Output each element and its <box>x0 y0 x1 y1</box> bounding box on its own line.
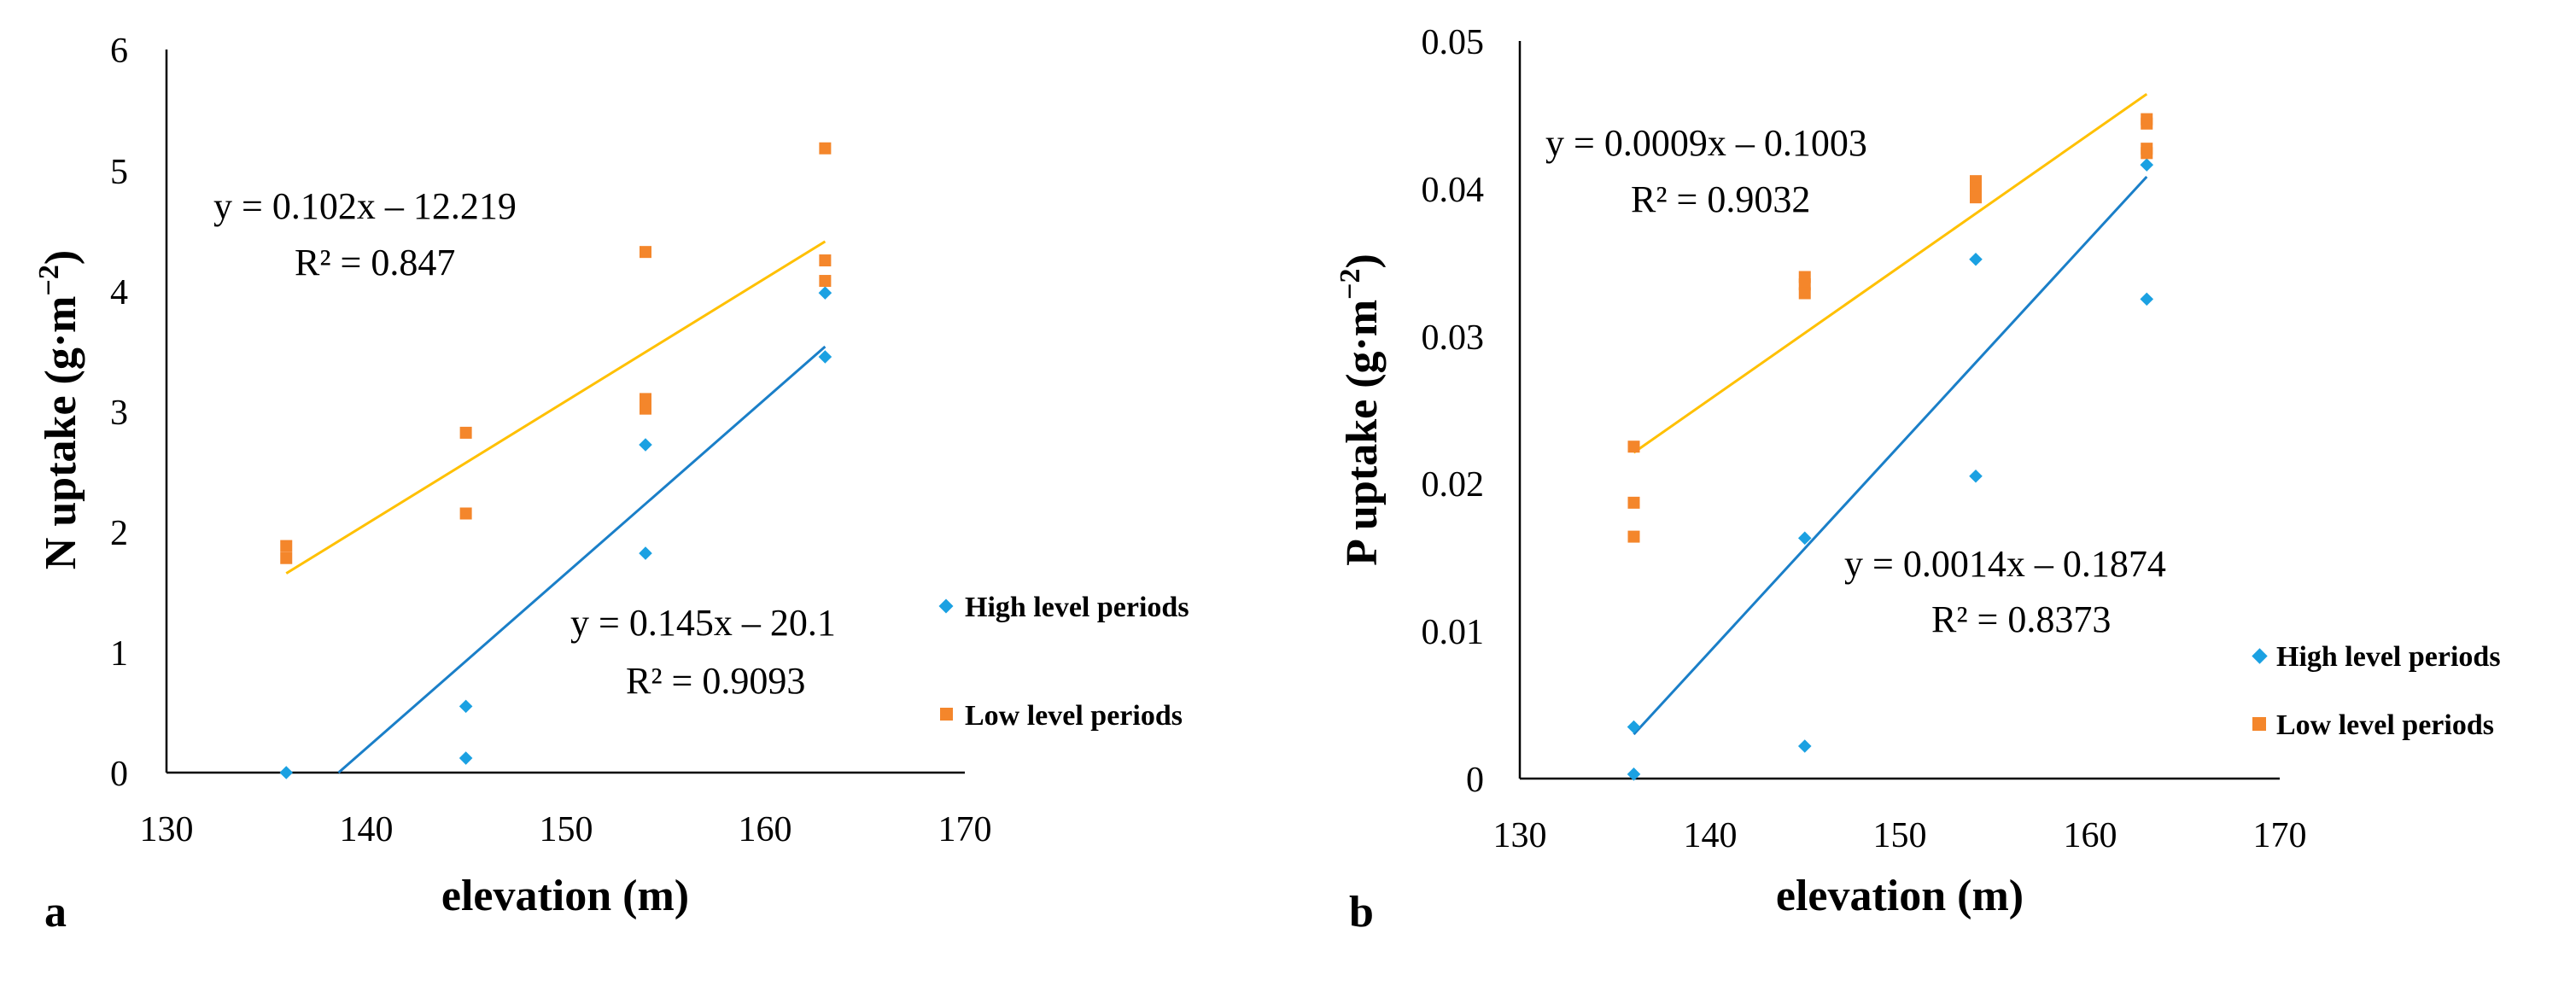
y-tick-label: 2 <box>110 514 128 553</box>
y-tick-label: 1 <box>110 634 128 674</box>
data-point-low-level <box>640 246 651 259</box>
data-point-low-level <box>2141 117 2153 130</box>
x-tick-label: 130 <box>1493 816 1547 855</box>
y-tick-label: 0.04 <box>1422 171 1485 210</box>
legend-label-low-level: Low level periods <box>965 700 1183 732</box>
equation-high-level: y = 0.145x – 20.1 <box>570 602 836 644</box>
data-point-high-level <box>818 286 832 300</box>
y-axis-title: N uptake (g·m−2) <box>33 250 85 569</box>
y-axis-title-superscript: −2 <box>1335 268 1366 299</box>
y-tick-label: 0.01 <box>1422 613 1485 652</box>
data-point-low-level <box>640 402 651 415</box>
y-axis-title-superscript: −2 <box>33 265 65 295</box>
y-tick-label: 0.03 <box>1422 318 1485 358</box>
y-tick-label: 0.02 <box>1422 465 1485 505</box>
data-point-low-level <box>1627 441 1640 453</box>
chart-panel-b: 0 0.01 0.02 0.03 0.04 0.05 130 140 150 1… <box>1335 23 2501 937</box>
data-point-low-level <box>1627 530 1640 543</box>
equation-high-level: y = 0.0014x – 0.1874 <box>1844 543 2166 585</box>
legend: High level periods Low level periods <box>2252 641 2501 741</box>
data-point-high-level <box>2140 158 2154 172</box>
panel-label-a: a <box>44 888 67 937</box>
x-tick-label: 160 <box>2064 816 2117 855</box>
x-tick-label: 140 <box>340 810 394 849</box>
data-point-high-level <box>1627 720 1641 734</box>
x-tick-label: 130 <box>140 810 194 849</box>
r-squared-high-level: R² = 0.8373 <box>1931 598 2111 640</box>
trendline-high-level <box>1633 175 2148 736</box>
marker-group-low-level <box>1627 113 2153 543</box>
legend-label-high-level: High level periods <box>2276 641 2501 673</box>
legend-marker-low-level <box>940 708 953 721</box>
legend-marker-high-level <box>2252 648 2268 664</box>
data-point-high-level <box>1969 469 1983 483</box>
data-point-high-level <box>639 438 652 452</box>
y-tick-label: 5 <box>110 153 128 192</box>
y-axis-title-main: N uptake (g·m <box>37 296 85 570</box>
data-point-high-level <box>1627 767 1641 781</box>
y-tick-label: 4 <box>110 273 128 312</box>
data-point-low-level <box>819 254 832 267</box>
x-tick-label: 160 <box>739 810 792 849</box>
r-squared-low-level: R² = 0.847 <box>295 242 455 283</box>
data-point-low-level <box>640 393 651 406</box>
marker-group-high-level <box>279 286 832 779</box>
y-tick-label: 6 <box>110 32 128 71</box>
x-tick-label: 150 <box>540 810 593 849</box>
y-axis-title: P uptake (g·m−2) <box>1335 254 1387 566</box>
data-point-low-level <box>280 540 293 552</box>
legend: High level periods Low level periods <box>938 592 1189 732</box>
data-point-low-level <box>819 142 832 155</box>
marker-group-high-level <box>1627 158 2154 781</box>
x-tick-label: 150 <box>1873 816 1927 855</box>
x-tick-label: 140 <box>1684 816 1738 855</box>
y-axis-title-main: P uptake (g·m <box>1338 300 1387 566</box>
legend-label-high-level: High level periods <box>965 592 1189 623</box>
data-point-high-level <box>2140 292 2154 306</box>
data-point-low-level <box>280 551 293 564</box>
chart-panel-a: 0 1 2 3 4 5 6 130 140 150 160 170 elevat… <box>33 32 1189 937</box>
legend-marker-high-level <box>938 598 954 614</box>
y-axis-title-close: ) <box>1338 254 1387 268</box>
data-point-low-level <box>459 507 472 520</box>
x-axis-title: elevation (m) <box>1776 872 2024 920</box>
data-point-low-level <box>459 426 472 439</box>
y-tick-label: 0 <box>1466 761 1484 800</box>
equation-low-level: y = 0.0009x – 0.1003 <box>1545 122 1867 164</box>
r-squared-low-level: R² = 0.9032 <box>1631 178 1810 220</box>
y-tick-label: 3 <box>110 394 128 433</box>
legend-label-low-level: Low level periods <box>2276 709 2494 741</box>
trendline-high-level <box>337 345 827 774</box>
x-tick-label: 170 <box>938 810 992 849</box>
trendline-low-level <box>1633 92 2148 454</box>
data-point-high-level <box>1797 739 1812 753</box>
trendline-low-level <box>285 240 827 575</box>
panel-label-b: b <box>1349 888 1374 937</box>
data-point-low-level <box>1798 287 1811 300</box>
data-point-low-level <box>2141 147 2153 160</box>
data-point-high-level <box>279 766 294 779</box>
data-point-low-level <box>1970 191 1982 204</box>
data-point-high-level <box>639 546 652 560</box>
data-point-low-level <box>819 275 832 288</box>
equation-low-level: y = 0.102x – 12.219 <box>213 185 517 227</box>
data-point-high-level <box>459 751 473 765</box>
x-axis-title: elevation (m) <box>441 872 689 920</box>
marker-group-low-level <box>280 142 832 564</box>
y-tick-label: 0.05 <box>1422 23 1485 62</box>
data-point-low-level <box>1627 496 1640 509</box>
x-tick-label: 170 <box>2253 816 2307 855</box>
data-point-high-level <box>459 699 473 714</box>
r-squared-high-level: R² = 0.9093 <box>626 660 805 702</box>
legend-marker-low-level <box>2252 717 2266 731</box>
y-tick-label: 0 <box>110 755 128 794</box>
data-point-high-level <box>1969 252 1983 266</box>
y-axis-title-close: ) <box>37 250 85 265</box>
